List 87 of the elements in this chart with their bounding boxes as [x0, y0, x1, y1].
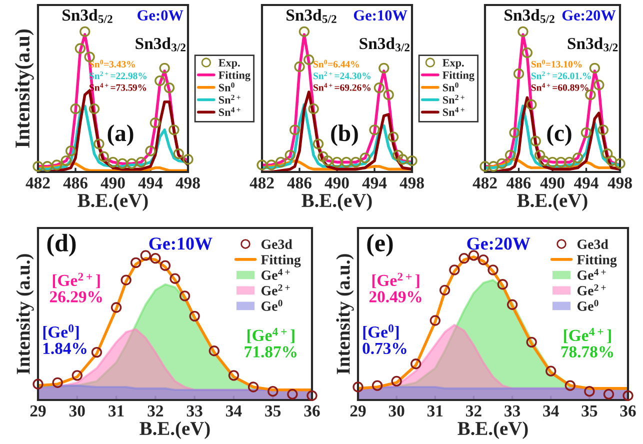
annotation: Sn$^{0}$=13.10% [531, 60, 582, 68]
annotation: Sn$^{2+}$=24.30% [314, 71, 370, 80]
x-tick-label: 29 [30, 405, 46, 417]
x-axis-title: B.E.(eV) [302, 193, 372, 211]
legend-label: Ge$^{4+}$ [261, 268, 290, 280]
x-tick-label: 494 [362, 177, 387, 189]
x-tick-label: 490 [540, 177, 564, 189]
x-tick-label: 486 [63, 177, 88, 189]
x-tick-label: 498 [608, 177, 632, 189]
text: Ge:10W [354, 10, 408, 21]
legend-label: Ge$^{4+}$ [577, 268, 606, 280]
x-tick-label: 486 [506, 177, 531, 189]
x-axis-title: B.E.(eV) [458, 421, 528, 439]
legend-label: Sn$^{4+}$ [442, 107, 464, 116]
legend-label: Fitting [261, 254, 301, 268]
annotation: (e) [367, 234, 393, 257]
legend-label: Ge3d [577, 239, 608, 249]
x-tick-label: 36 [620, 405, 636, 417]
text: Ge:0W [138, 10, 184, 21]
annotation: Sn3d$_{3/2}$ [568, 37, 618, 52]
x-tick-label: 33 [504, 405, 520, 417]
x-tick-label: 35 [265, 405, 281, 417]
annotation: [Ge$^{2+}$] 20.49% [369, 272, 422, 302]
annotation: [Ge$^{4+}$] 78.78% [561, 328, 614, 358]
annotation: [Ge$^{0}$] 0.73% [362, 324, 406, 354]
y-axis-title: Intensity(a.u) [14, 30, 34, 148]
legend-label: Ge3d [261, 239, 292, 249]
text: Sn3d$_{5/2}$ [286, 9, 336, 24]
legend-label: Sn$^{4+}$ [218, 107, 240, 116]
legend-label: Ge$^{2+}$ [261, 284, 290, 296]
x-tick-label: 33 [186, 405, 202, 417]
legend-label: Sn$^{2+}$ [218, 94, 240, 104]
x-tick-label: 30 [69, 405, 85, 417]
legend-label: Ge$^{2+}$ [577, 284, 606, 296]
x-tick-label: 34 [226, 405, 242, 417]
annotation: (d) [47, 234, 76, 257]
annotation: Sn3d$_{3/2}$ [136, 37, 186, 52]
x-tick-label: 482 [250, 177, 274, 189]
annotation: [Ge$^{4+}$] 71.87% [244, 328, 296, 358]
x-tick-label: 490 [100, 177, 125, 189]
text: Ge:10W [149, 238, 212, 250]
x-tick-label: 498 [176, 177, 200, 189]
x-tick-label: 36 [304, 405, 320, 417]
annotation: Sn$^{4+}$=69.26% [314, 83, 370, 91]
annotation: (c) [547, 124, 572, 146]
legend-label: Ge$^{0}$ [261, 300, 282, 311]
x-tick-label: 30 [388, 405, 404, 417]
annotation: (b) [331, 124, 358, 146]
x-tick-label: 490 [324, 177, 349, 189]
annotation: [Ge$^{0}$] 1.84% [43, 324, 86, 354]
x-tick-label: 486 [287, 177, 312, 189]
annotation: Sn$^{4+}$=60.89% [531, 83, 588, 91]
x-tick-label: 31 [427, 405, 443, 417]
x-axis-title: B.E.(eV) [78, 193, 148, 211]
legend-label: Ge$^{0}$ [577, 300, 598, 311]
legend-label: Exp. [218, 59, 240, 69]
annotation: [Ge$^{2+}$] 26.29% [50, 272, 102, 302]
y-axis-title: Intensity (a.u.) [16, 254, 34, 374]
legend-label: Exp. [442, 59, 464, 69]
x-axis-title: B.E.(eV) [517, 193, 588, 211]
x-tick-label: 35 [582, 405, 598, 417]
legend-label: Fitting [218, 71, 250, 82]
annotation: Sn$^{2+}$=26.01.% [531, 71, 591, 80]
x-tick-label: 498 [400, 177, 424, 189]
annotation: Sn$^{0}$=6.44% [314, 60, 359, 68]
annotation: Sn3d$_{3/2}$ [360, 37, 410, 52]
x-tick-label: 31 [108, 405, 124, 417]
legend-label: Fitting [577, 254, 617, 268]
x-axis-title: B.E.(eV) [140, 421, 210, 439]
text: Ge:20W [562, 10, 616, 21]
x-tick-label: 494 [138, 177, 163, 189]
legend-label: Sn$^{0}$ [442, 82, 458, 92]
text: Sn3d$_{5/2}$ [504, 9, 554, 24]
legend-label: Sn$^{2+}$ [442, 94, 464, 104]
x-tick-label: 482 [26, 177, 50, 189]
x-tick-label: 34 [543, 405, 559, 417]
x-tick-label: 32 [466, 405, 482, 417]
annotation: (a) [108, 124, 134, 146]
x-tick-label: 29 [350, 405, 366, 417]
y-axis-title: Intensity (a.u.) [336, 254, 354, 374]
legend-label: Fitting [442, 71, 474, 82]
x-tick-label: 482 [472, 177, 497, 189]
x-tick-label: 494 [574, 177, 598, 189]
legend-label: Sn$^{0}$ [218, 82, 234, 92]
x-tick-label: 32 [148, 405, 164, 417]
text: Ge:20W [467, 238, 530, 250]
text: Sn3d$_{5/2}$ [62, 9, 112, 24]
